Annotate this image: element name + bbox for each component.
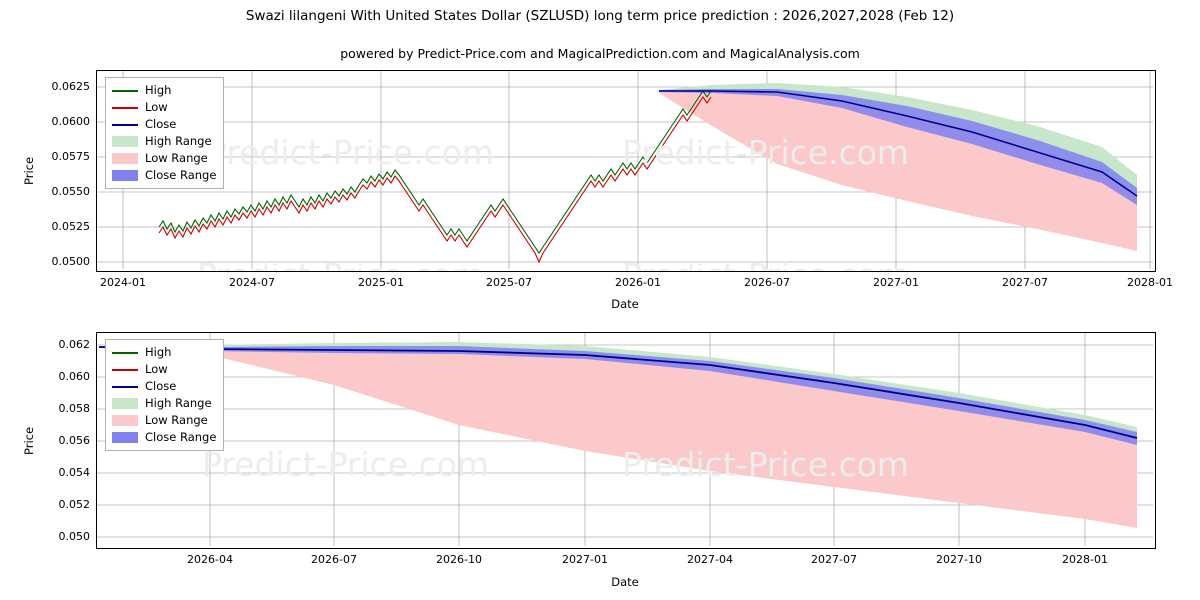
legend-item-low-range: Low Range: [112, 412, 216, 429]
legend-label-low: Low: [145, 361, 168, 376]
page-title: Swazi lilangeni With United States Dolla…: [245, 8, 955, 24]
top-low-series: [158, 96, 712, 264]
legend-item-low-range: Low Range: [112, 150, 216, 167]
top-xtick-5: 2026-07: [744, 276, 790, 289]
top-ytick-3: 0.0575: [51, 150, 91, 163]
legend-swatch-close: [112, 381, 138, 392]
top-xtick-6: 2027-01: [873, 276, 919, 289]
bottom-xtick-3: 2027-01: [562, 553, 608, 566]
top-ytick-2: 0.0550: [51, 185, 91, 198]
top-yaxis-label: Price: [22, 156, 36, 185]
bottom-plot-area: Predict-Price.com Predict-Price.com High…: [96, 332, 1156, 549]
legend-label-high-range: High Range: [145, 133, 212, 148]
bottom-ytick-3: 0.056: [58, 434, 91, 447]
legend-item-high-range: High Range: [112, 395, 216, 412]
bottom-chart-panel: Predict-Price.com Predict-Price.com High…: [0, 310, 1200, 600]
bottom-high-range-band: [99, 342, 1137, 437]
legend-swatch-low-range: [112, 153, 138, 164]
page-subtitle: powered by Predict-Price.com and Magical…: [340, 46, 860, 61]
top-close-range-band: [659, 89, 1137, 205]
legend-label-low-range: Low Range: [145, 150, 208, 165]
bottom-low-range-band: [99, 347, 1137, 528]
top-xtick-0: 2024-01: [100, 276, 146, 289]
legend-swatch-close-range: [112, 432, 138, 443]
legend-item-high: High: [112, 82, 216, 99]
bottom-ytick-0: 0.050: [58, 530, 91, 543]
legend-swatch-high: [112, 85, 138, 96]
top-xtick-1: 2024-07: [229, 276, 275, 289]
legend-item-close-range: Close Range: [112, 167, 216, 184]
top-xtick-7: 2027-07: [1002, 276, 1048, 289]
top-xtick-8: 2028-01: [1127, 276, 1173, 289]
bottom-close-series: [98, 346, 1138, 439]
bottom-plot-svg: [97, 333, 1153, 546]
legend-item-low: Low: [112, 361, 216, 378]
bottom-xtick-5: 2027-07: [811, 553, 857, 566]
legend-swatch-high-range: [112, 136, 138, 147]
top-close-series: [659, 90, 1138, 197]
top-plot-svg: [97, 71, 1153, 269]
legend-swatch-close-range: [112, 170, 138, 181]
top-plot-area: Predict-Price.com Predict-Price.com Pred…: [96, 70, 1156, 272]
top-chart-panel: Predict-Price.com Predict-Price.com Pred…: [22, 70, 1173, 311]
top-ytick-5: 0.0625: [51, 80, 91, 93]
legend-item-high: High: [112, 344, 216, 361]
bottom-ytick-4: 0.058: [58, 402, 91, 415]
top-legend: High Low Close High Range Low Range: [105, 77, 225, 189]
legend-swatch-low: [112, 364, 138, 375]
legend-item-low: Low: [112, 99, 216, 116]
bottom-xaxis-label: Date: [611, 575, 639, 589]
legend-label-high: High: [145, 344, 172, 359]
top-ytick-4: 0.0600: [51, 115, 91, 128]
legend-label-close: Close: [145, 116, 177, 131]
legend-swatch-high: [112, 347, 138, 358]
bottom-legend: High Low Close High Range Low Range: [105, 339, 225, 451]
legend-label-high: High: [145, 82, 172, 97]
bottom-xtick-1: 2026-07: [311, 553, 357, 566]
top-low-range-band: [659, 91, 1137, 251]
bottom-xtick-4: 2027-04: [687, 553, 733, 566]
legend-label-low: Low: [145, 99, 168, 114]
bottom-ytick-6: 0.062: [58, 338, 91, 351]
bottom-xtick-2: 2026-10: [436, 553, 482, 566]
legend-label-low-range: Low Range: [145, 412, 208, 427]
top-xaxis-label: Date: [611, 297, 639, 311]
legend-label-close-range: Close Range: [145, 429, 217, 444]
legend-swatch-low: [112, 102, 138, 113]
top-xtick-4: 2026-01: [615, 276, 661, 289]
legend-label-close-range: Close Range: [145, 167, 217, 182]
bottom-ytick-1: 0.052: [58, 498, 91, 511]
bottom-xtick-0: 2026-04: [187, 553, 233, 566]
legend-label-high-range: High Range: [145, 395, 212, 410]
top-xtick-3: 2025-07: [486, 276, 532, 289]
legend-item-high-range: High Range: [112, 133, 216, 150]
top-ytick-0: 0.0500: [51, 255, 91, 268]
bottom-close-range-band: [99, 346, 1137, 445]
top-high-series: [158, 90, 712, 254]
bottom-xtick-7: 2028-01: [1062, 553, 1108, 566]
legend-swatch-close: [112, 119, 138, 130]
bottom-ytick-2: 0.054: [58, 466, 91, 479]
legend-item-close: Close: [112, 116, 216, 133]
top-xtick-2: 2025-01: [358, 276, 404, 289]
legend-swatch-low-range: [112, 415, 138, 426]
top-grid: [97, 71, 1153, 269]
top-ytick-1: 0.0525: [51, 220, 91, 233]
legend-item-close: Close: [112, 378, 216, 395]
bottom-xtick-6: 2027-10: [936, 553, 982, 566]
legend-item-close-range: Close Range: [112, 429, 216, 446]
legend-swatch-high-range: [112, 398, 138, 409]
bottom-ytick-5: 0.060: [58, 370, 91, 383]
bottom-yaxis-label: Price: [22, 426, 36, 455]
legend-label-close: Close: [145, 378, 177, 393]
